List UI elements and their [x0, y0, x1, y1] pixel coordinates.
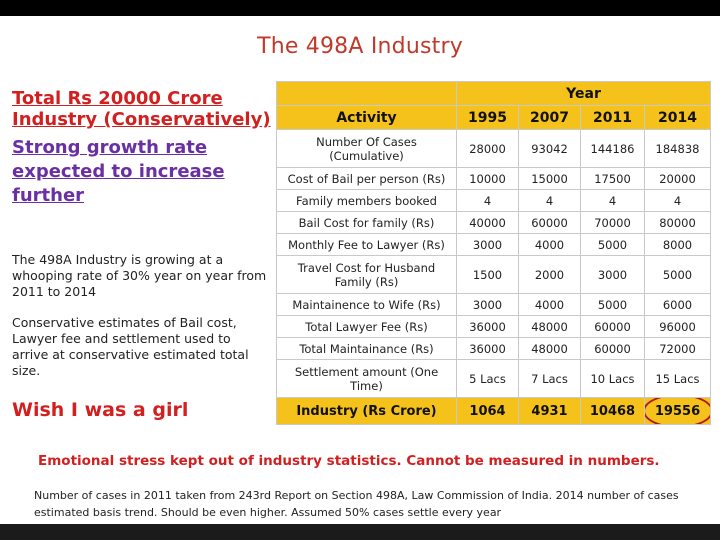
table-cell: 48000	[518, 315, 581, 338]
table-cell: 80000	[643, 211, 712, 234]
row-label: Cost of Bail per person (Rs)	[276, 167, 457, 190]
table-cell: 10 Lacs	[580, 359, 645, 398]
table-cell: 15000	[518, 167, 581, 190]
stress-note: Emotional stress kept out of industry st…	[38, 453, 660, 469]
row-label: Number Of Cases (Cumulative)	[276, 129, 457, 168]
table-cell: 40000	[456, 211, 519, 234]
table-cell: 4000	[518, 233, 581, 256]
row-label: Monthly Fee to Lawyer (Rs)	[276, 233, 457, 256]
wish-text: Wish I was a girl	[12, 399, 189, 421]
table-row: Cost of Bail per person (Rs) 10000 15000…	[276, 167, 712, 190]
table-row: Maintainence to Wife (Rs) 3000 4000 5000…	[276, 293, 712, 316]
table-cell: 60000	[580, 315, 645, 338]
table-cell: 5 Lacs	[456, 359, 519, 398]
row-label: Maintainence to Wife (Rs)	[276, 293, 457, 316]
highlight-circle	[645, 398, 710, 424]
row-label: Total Maintainance (Rs)	[276, 337, 457, 360]
year-2014-header: 2014	[643, 105, 712, 130]
year-1995-header: 1995	[456, 105, 519, 130]
table-cell: 93042	[518, 129, 581, 168]
row-label: Settlement amount (One Time)	[276, 359, 457, 398]
row-label: Travel Cost for Husband Family (Rs)	[276, 255, 457, 294]
table-year-row: Year	[276, 81, 712, 106]
table-cell: 17500	[580, 167, 645, 190]
estimates-paragraph: Conservative estimates of Bail cost, Law…	[12, 315, 249, 378]
table-cell: 36000	[456, 315, 519, 338]
row-label: Total Lawyer Fee (Rs)	[276, 315, 457, 338]
table-cell: 4	[456, 189, 519, 212]
table-cell: 36000	[456, 337, 519, 360]
footnote: Number of cases in 2011 taken from 243rd…	[34, 489, 679, 519]
year-2007-header: 2007	[518, 105, 581, 130]
table-cell: 6000	[643, 293, 712, 316]
table-row: Total Lawyer Fee (Rs) 36000 48000 60000 …	[276, 315, 712, 338]
table-cell: 60000	[580, 337, 645, 360]
top-letterbox-bar	[0, 0, 720, 16]
total-row-label: Industry (Rs Crore)	[276, 397, 457, 425]
slide-title: The 498A Industry	[257, 34, 463, 59]
table-cell: 20000	[643, 167, 712, 190]
table-cell: 15 Lacs	[643, 359, 712, 398]
table-cell: 4000	[518, 293, 581, 316]
table-cell: 4	[580, 189, 645, 212]
left-column: Total Rs 20000 Crore Industry (Conservat…	[12, 88, 272, 208]
table-row: Travel Cost for Husband Family (Rs) 1500…	[276, 255, 712, 294]
table-cell: 28000	[456, 129, 519, 168]
table-row: Family members booked 4 4 4 4	[276, 189, 712, 212]
table-cell: 3000	[456, 293, 519, 316]
total-industry-heading: Total Rs 20000 Crore Industry (Conservat…	[12, 88, 271, 130]
year-header: Year	[455, 81, 712, 106]
table-cell: 4	[518, 189, 581, 212]
table-cell: 70000	[580, 211, 645, 234]
table-cell: 144186	[580, 129, 645, 168]
total-cell: 10468	[580, 397, 645, 425]
industry-table: Year Activity 1995 2007 2011 2014 Number…	[276, 81, 712, 425]
row-label: Bail Cost for family (Rs)	[276, 211, 457, 234]
table-row: Monthly Fee to Lawyer (Rs) 3000 4000 500…	[276, 233, 712, 256]
table-cell: 5000	[580, 233, 645, 256]
table-cell: 3000	[580, 255, 645, 294]
table-total-row: Industry (Rs Crore) 1064 4931 10468 1955…	[276, 397, 712, 425]
year-2011-header: 2011	[580, 105, 645, 130]
slide: The 498A Industry Total Rs 20000 Crore I…	[0, 16, 720, 524]
table-row: Number Of Cases (Cumulative) 28000 93042…	[276, 129, 712, 168]
table-row: Total Maintainance (Rs) 36000 48000 6000…	[276, 337, 712, 360]
table-cell: 7 Lacs	[518, 359, 581, 398]
table-cell: 96000	[643, 315, 712, 338]
table-cell: 4	[643, 189, 712, 212]
table-cell: 8000	[643, 233, 712, 256]
activity-header: Activity	[276, 105, 457, 130]
total-cell-highlighted: 19556	[643, 397, 712, 425]
table-header-row: Activity 1995 2007 2011 2014	[276, 105, 712, 130]
row-label: Family members booked	[276, 189, 457, 212]
bottom-letterbox-bar	[0, 524, 720, 540]
table-cell: 5000	[580, 293, 645, 316]
table-cell: 48000	[518, 337, 581, 360]
table-row: Settlement amount (One Time) 5 Lacs 7 La…	[276, 359, 712, 398]
table-cell: 5000	[643, 255, 712, 294]
table-cell: 3000	[456, 233, 519, 256]
growth-heading: Strong growth rate expected to increase …	[12, 137, 225, 206]
table-cell: 60000	[518, 211, 581, 234]
total-cell: 1064	[456, 397, 519, 425]
table-row: Bail Cost for family (Rs) 40000 60000 70…	[276, 211, 712, 234]
table-cell: 184838	[643, 129, 712, 168]
table-cell: 10000	[456, 167, 519, 190]
table-cell: 72000	[643, 337, 712, 360]
growth-paragraph: The 498A Industry is growing at a whoopi…	[12, 252, 267, 299]
table-cell: 1500	[456, 255, 519, 294]
table-header-blank	[276, 81, 457, 106]
total-cell: 4931	[518, 397, 581, 425]
table-cell: 2000	[518, 255, 581, 294]
